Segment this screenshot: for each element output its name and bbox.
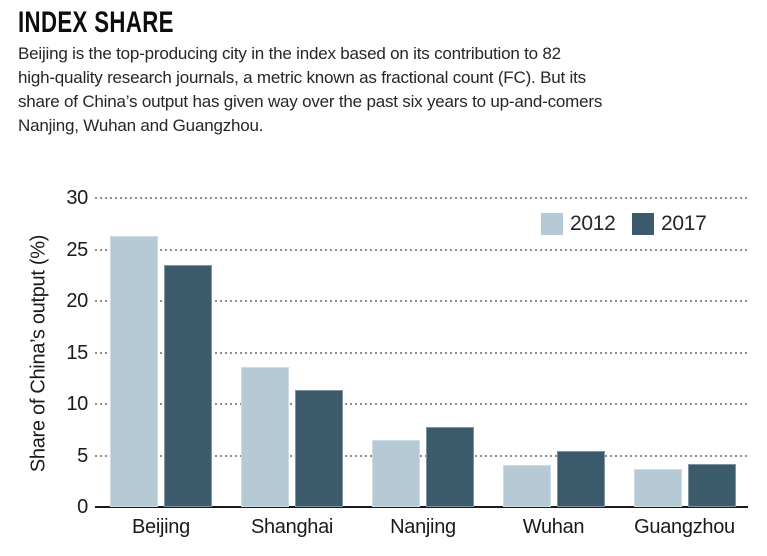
bar-guangzhou-2017 — [687, 463, 736, 507]
gridline-10 — [95, 403, 748, 405]
category-label-guangzhou: Guangzhou — [634, 516, 735, 538]
gridline-20 — [95, 300, 748, 302]
legend-swatch-2017 — [632, 213, 654, 235]
y-tick-label-10: 10 — [66, 393, 88, 415]
bar-beijing-2012 — [110, 236, 158, 507]
bar-shanghai-2012 — [241, 366, 289, 507]
y-tick-label-30: 30 — [66, 187, 88, 209]
legend-swatch-2012 — [541, 213, 563, 235]
y-tick-label-20: 20 — [66, 290, 88, 312]
category-label-beijing: Beijing — [132, 516, 190, 538]
bar-guangzhou-2012 — [633, 468, 682, 507]
legend-label-2012: 2012 — [570, 212, 616, 235]
gridline-15 — [95, 351, 748, 354]
y-tick-label-5: 5 — [77, 444, 88, 467]
bar-wuhan-2012 — [502, 464, 551, 507]
category-label-shanghai: Shanghai — [250, 516, 334, 538]
x-axis-line — [95, 505, 748, 508]
bar-wuhan-2017 — [556, 451, 605, 507]
chart-title: INDEX SHARE — [18, 6, 174, 39]
bar-nanjing-2012 — [372, 440, 420, 507]
gridline-5 — [95, 454, 748, 457]
bar-nanjing-2017 — [426, 426, 474, 507]
y-tick-label-25: 25 — [66, 238, 88, 261]
bar-beijing-2017 — [164, 264, 212, 507]
y-tick-label-15: 15 — [66, 341, 88, 364]
gridline-25 — [95, 248, 748, 251]
chart-description: Beijing is the top-producing city in the… — [18, 44, 603, 135]
y-tick-label-0: 0 — [77, 496, 88, 518]
legend-label-2017: 2017 — [661, 212, 707, 235]
bar-shanghai-2017 — [295, 389, 343, 507]
gridline-30 — [95, 197, 748, 199]
category-label-nanjing: Nanjing — [390, 516, 456, 538]
category-label-wuhan: Wuhan — [522, 516, 585, 538]
